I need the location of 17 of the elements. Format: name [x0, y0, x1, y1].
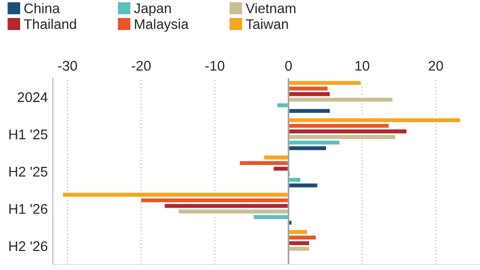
- y-tick-label: H1 '26: [9, 204, 48, 214]
- x-tick-label: -20: [132, 60, 151, 71]
- legend-label: China: [24, 3, 60, 14]
- legend-label: Malaysia: [134, 18, 189, 32]
- x-tick-label: 0: [285, 60, 292, 71]
- x-tick-label: -10: [205, 60, 224, 71]
- y-tick-label: H2 '25: [9, 166, 48, 177]
- x-tick-label: -30: [58, 60, 78, 71]
- y-tick-label: 2024: [18, 92, 48, 102]
- legend-label: Vietnam: [246, 3, 296, 14]
- legend-label: Thailand: [24, 18, 76, 30]
- x-tick-label: 10: [355, 60, 370, 71]
- x-tick-label: 20: [428, 60, 443, 71]
- y-tick-label: H2 '26: [9, 241, 48, 252]
- y-tick-label: H1 '25: [9, 130, 48, 140]
- legend-label: Japan: [134, 4, 171, 16]
- legend-label: Taiwan: [246, 18, 288, 30]
